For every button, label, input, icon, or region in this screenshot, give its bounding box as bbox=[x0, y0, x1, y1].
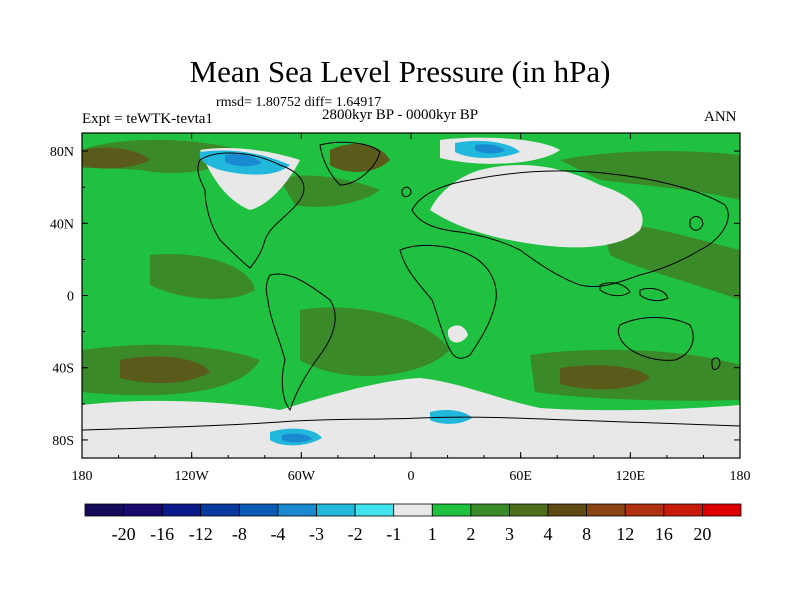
field-neg-canada-core bbox=[225, 153, 262, 167]
period-text: 2800kyr BP - 0000kyr BP bbox=[322, 107, 479, 123]
colorbar-box bbox=[354, 503, 395, 517]
colorbar-label: -2 bbox=[348, 524, 363, 544]
y-tick-label: 0 bbox=[67, 290, 74, 305]
x-tick-label: 60W bbox=[288, 469, 316, 484]
colorbar-box bbox=[470, 503, 510, 517]
season-text: ANN bbox=[704, 109, 737, 125]
y-tick-label: 80N bbox=[50, 145, 74, 160]
coast-antarctica bbox=[82, 416, 740, 431]
x-tick-label: 180 bbox=[730, 469, 751, 484]
colorbar-label: -3 bbox=[309, 524, 324, 544]
page-title: Mean Sea Level Pressure (in hPa) bbox=[189, 54, 611, 89]
colorbar-box bbox=[393, 503, 433, 517]
field-high-north-pacific bbox=[82, 147, 150, 169]
colorbar-box bbox=[316, 503, 356, 517]
x-tick-label: 120W bbox=[175, 469, 210, 484]
colorbar-box bbox=[547, 503, 588, 517]
colorbar-label: 4 bbox=[544, 524, 553, 544]
colorbar-box bbox=[586, 503, 626, 517]
coast-new-zealand bbox=[711, 357, 721, 371]
coastlines bbox=[82, 141, 740, 431]
field-band-equatorial-pacific bbox=[150, 254, 255, 300]
colorbar-box bbox=[624, 503, 665, 517]
colorbar-box bbox=[702, 503, 742, 517]
x-tick-label: 120E bbox=[616, 469, 646, 484]
coast-greenland bbox=[319, 141, 381, 186]
coast-africa bbox=[399, 245, 497, 359]
pressure-field bbox=[82, 133, 740, 458]
field-band-east-asia bbox=[600, 220, 740, 300]
colorbar-label: -8 bbox=[232, 524, 247, 544]
x-tick-label: 180 bbox=[72, 469, 93, 484]
field-band-south-atlantic bbox=[300, 307, 450, 377]
coast-british-isles bbox=[401, 186, 412, 198]
field-neutral-africa bbox=[448, 325, 468, 343]
field-high-indian-ocean bbox=[560, 365, 650, 390]
colorbar-label: 16 bbox=[655, 524, 673, 544]
colorbar-label: -4 bbox=[270, 524, 285, 544]
field-band-eurasia-north bbox=[560, 151, 740, 200]
colorbar-box bbox=[509, 503, 549, 517]
y-tick-label: 40N bbox=[50, 217, 74, 232]
x-tick-label: 60E bbox=[509, 469, 532, 484]
colorbar-label: -12 bbox=[189, 524, 213, 544]
colorbar-label: 1 bbox=[428, 524, 437, 544]
field-band-north-atlantic bbox=[280, 175, 380, 207]
field-high-south-pacific bbox=[120, 356, 210, 384]
field-high-greenland bbox=[330, 144, 390, 172]
colorbar-box bbox=[84, 503, 124, 517]
colorbar-box bbox=[123, 503, 163, 517]
y-tick-label: 80S bbox=[52, 434, 74, 449]
colorbar: -20 -16 -12 -8 -4 -3 -2 -1 1 2 3 4 8 12 16 20 bbox=[84, 503, 742, 544]
coast-north-america bbox=[197, 152, 305, 269]
colorbar-label: -1 bbox=[386, 524, 401, 544]
coast-eurasia bbox=[411, 170, 729, 288]
experiment-text: Expt = teWTK-tevta1 bbox=[82, 111, 213, 127]
colorbar-box bbox=[277, 503, 317, 517]
coast-south-america bbox=[265, 273, 336, 412]
colorbar-label: 3 bbox=[505, 524, 514, 544]
stats-text: rmsd= 1.80752 diff= 1.64917 bbox=[216, 95, 382, 110]
y-tick-label: 40S bbox=[52, 362, 74, 377]
colorbar-label: 2 bbox=[466, 524, 475, 544]
colorbar-label: -16 bbox=[150, 524, 174, 544]
colorbar-box bbox=[238, 503, 279, 517]
x-tick-label: 0 bbox=[408, 469, 415, 484]
colorbar-box bbox=[431, 503, 472, 517]
colorbar-box bbox=[161, 503, 202, 517]
colorbar-label: 8 bbox=[582, 524, 591, 544]
colorbar-label: 20 bbox=[693, 524, 711, 544]
colorbar-label: 12 bbox=[616, 524, 634, 544]
coast-japan bbox=[689, 216, 704, 231]
x-axis: 180 120W 60W 0 60E 120E 180 bbox=[72, 133, 751, 484]
colorbar-label: -20 bbox=[112, 524, 136, 544]
field-neg-siberia-core bbox=[475, 144, 505, 154]
field-neg-ross-core bbox=[282, 433, 312, 443]
colorbar-box bbox=[663, 503, 703, 517]
coast-maritime-continent bbox=[599, 282, 669, 302]
field-neutral-eurasia bbox=[430, 165, 643, 248]
y-axis: 80N 40N 0 40S 80S bbox=[50, 145, 740, 449]
colorbar-box bbox=[200, 503, 240, 517]
coast-australia bbox=[617, 317, 694, 361]
